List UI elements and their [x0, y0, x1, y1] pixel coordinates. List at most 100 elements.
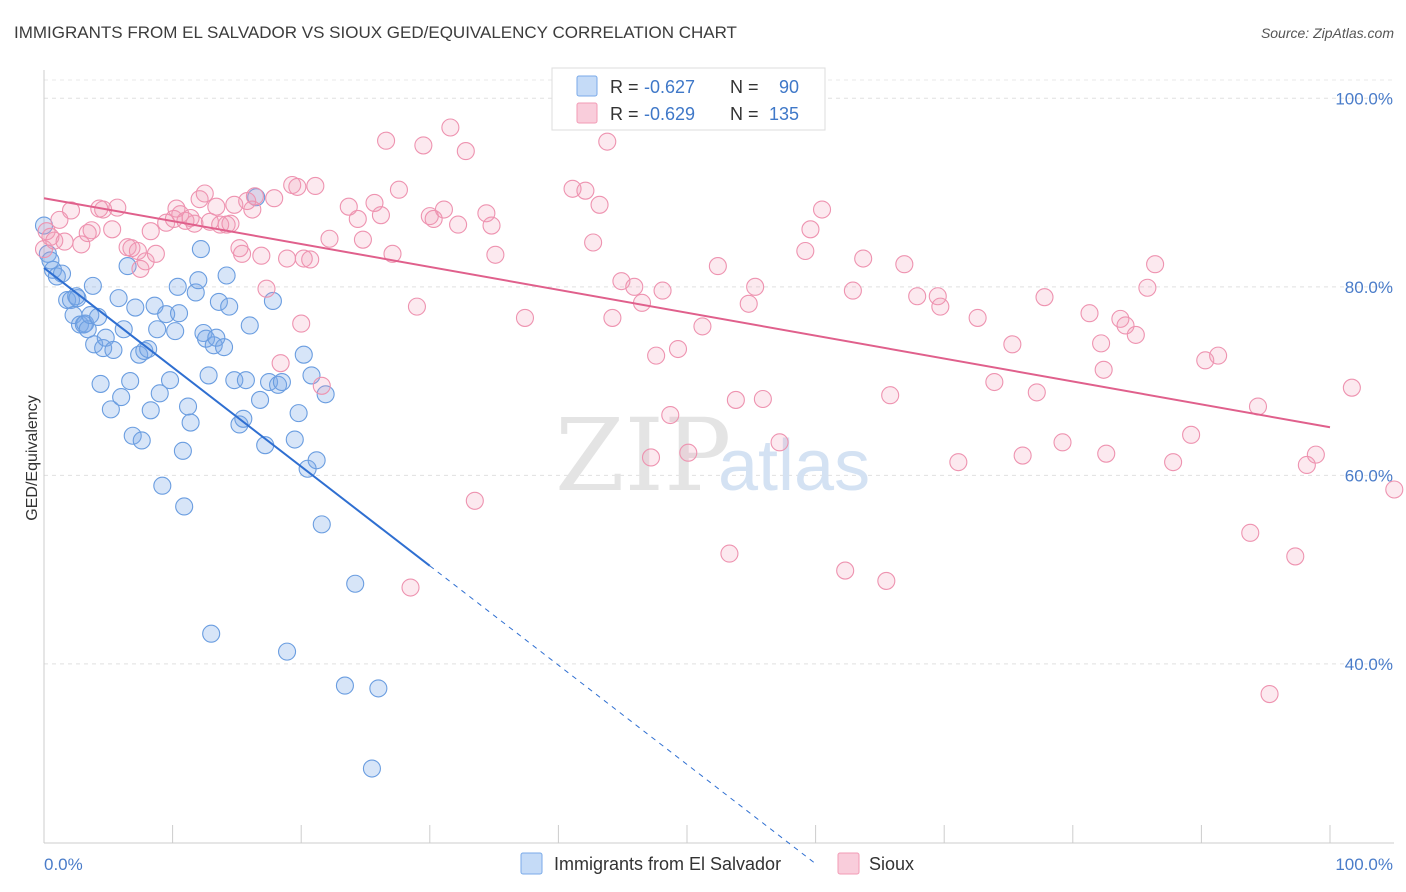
- source-label: Source: ZipAtlas.com: [1261, 25, 1394, 41]
- point-sioux: [653, 281, 672, 300]
- point-el-salvador: [217, 266, 236, 285]
- point-el-salvador: [234, 409, 253, 428]
- point-el-salvador: [88, 307, 108, 327]
- x-tick-labels: 0.0% 100.0%: [44, 855, 1393, 874]
- point-sioux: [146, 244, 165, 263]
- point-sioux: [486, 245, 505, 264]
- point-el-salvador: [369, 679, 388, 698]
- point-el-salvador: [178, 397, 198, 416]
- point-sioux: [292, 314, 311, 333]
- point-sioux: [465, 491, 484, 510]
- legend-r-value-2: -0.629: [644, 104, 695, 124]
- point-sioux: [1146, 255, 1165, 274]
- y-tick-label-80: 80.0%: [1345, 278, 1393, 297]
- point-el-salvador: [307, 451, 326, 470]
- point-sioux: [278, 249, 297, 268]
- point-sioux: [482, 216, 501, 235]
- point-sioux: [1092, 334, 1111, 353]
- point-el-salvador: [150, 384, 169, 403]
- point-sioux: [301, 250, 320, 269]
- point-el-salvador: [141, 401, 160, 420]
- point-sioux: [515, 308, 535, 327]
- point-sioux: [968, 308, 987, 327]
- point-sioux: [294, 249, 313, 268]
- point-sioux: [753, 389, 772, 409]
- point-sioux: [1003, 335, 1022, 354]
- point-sioux: [389, 180, 408, 199]
- point-el-salvador: [191, 240, 210, 259]
- point-el-salvador: [278, 642, 297, 661]
- chart-title: IMMIGRANTS FROM EL SALVADOR VS SIOUX GED…: [14, 23, 737, 42]
- bottom-legend-label-sioux: Sioux: [869, 854, 914, 874]
- point-sioux: [708, 257, 727, 276]
- point-sioux: [1097, 444, 1116, 463]
- point-el-salvador: [52, 264, 72, 283]
- point-sioux: [1164, 453, 1183, 472]
- point-sioux: [207, 197, 226, 216]
- point-sioux: [584, 233, 603, 252]
- point-sioux: [320, 229, 339, 248]
- legend-r-label-2: R =: [610, 104, 639, 124]
- point-sioux: [383, 244, 402, 263]
- point-sioux: [843, 281, 862, 300]
- point-el-salvador: [207, 328, 226, 347]
- trend-line-el-salvador: [43, 267, 431, 567]
- legend-r-value-1: -0.627: [644, 77, 695, 97]
- trend-line-sioux: [43, 197, 1331, 429]
- point-sioux: [82, 221, 101, 240]
- point-sioux: [441, 118, 460, 137]
- point-el-salvador: [294, 345, 313, 364]
- point-el-salvador: [236, 371, 255, 390]
- point-sioux: [243, 200, 262, 219]
- point-el-salvador: [289, 404, 308, 423]
- point-sioux: [746, 277, 765, 296]
- legend-r-label-1: R =: [610, 77, 639, 97]
- point-sioux: [377, 131, 396, 150]
- point-el-salvador: [78, 320, 97, 339]
- point-sioux: [245, 187, 264, 206]
- point-el-salvador: [362, 759, 381, 778]
- point-el-salvador: [81, 306, 100, 325]
- trend-lines: [43, 197, 1331, 865]
- trend-line-el-salvador-extension: [429, 565, 816, 865]
- point-el-salvador: [209, 292, 228, 311]
- point-sioux: [1342, 378, 1361, 397]
- point-sioux: [1094, 360, 1113, 379]
- point-el-salvador: [285, 430, 304, 449]
- legend-n-label-1: N =: [730, 77, 759, 97]
- legend-box: R = -0.627 N = 90 R = -0.629 N = 135: [551, 67, 826, 131]
- point-el-salvador: [121, 372, 140, 391]
- point-sioux: [854, 249, 873, 268]
- point-sioux: [1209, 346, 1228, 365]
- point-sioux: [1126, 325, 1145, 344]
- point-el-salvador: [104, 340, 123, 360]
- point-sioux: [348, 209, 367, 228]
- y-axis-label: GED/Equivalency: [24, 395, 41, 520]
- point-sioux: [232, 244, 252, 263]
- watermark: ZIP atlas: [555, 397, 870, 514]
- point-sioux: [796, 241, 815, 261]
- series-el-salvador-points: [34, 188, 388, 778]
- point-sioux: [1297, 455, 1316, 475]
- point-sioux: [456, 142, 475, 161]
- legend-n-label-2: N =: [730, 104, 759, 124]
- point-sioux: [339, 197, 358, 216]
- y-tick-labels: 40.0% 60.0% 80.0% 100.0%: [1335, 89, 1393, 674]
- point-el-salvador: [316, 385, 335, 404]
- point-sioux: [598, 132, 617, 151]
- point-sioux: [288, 177, 307, 196]
- point-sioux: [55, 232, 74, 251]
- point-sioux: [72, 235, 91, 254]
- point-sioux: [353, 230, 372, 249]
- point-sioux: [401, 578, 420, 597]
- point-sioux: [1027, 383, 1046, 402]
- point-sioux: [928, 287, 947, 306]
- point-sioux: [1138, 278, 1157, 297]
- x-tick-label-end: 100.0%: [1335, 855, 1393, 874]
- point-sioux: [195, 184, 214, 203]
- point-el-salvador: [173, 441, 192, 460]
- series-sioux-points: [34, 118, 1404, 704]
- point-sioux: [770, 433, 789, 452]
- point-sioux: [103, 220, 122, 239]
- point-sioux: [726, 390, 745, 409]
